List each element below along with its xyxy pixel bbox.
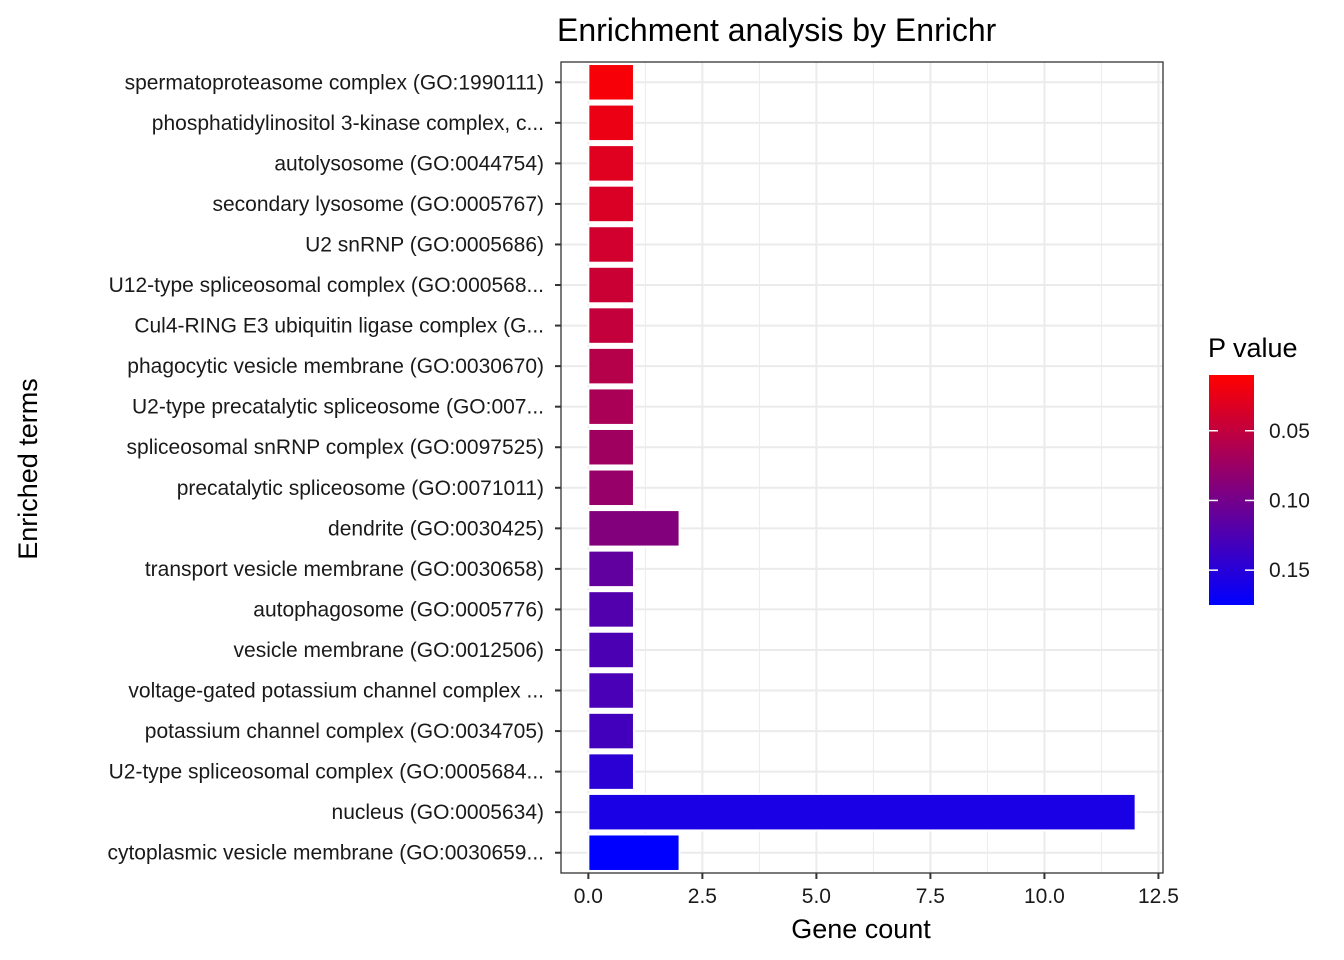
bar [587,306,635,345]
y-tick-label: autolysosome (GO:0044754) [274,152,544,175]
y-tick-label: phagocytic vesicle membrane (GO:0030670) [127,355,544,378]
bar [587,792,1137,832]
x-tick-label: 10.0 [1024,885,1065,908]
gridlines [561,62,1163,873]
x-tick-label: 7.5 [916,885,945,908]
y-tick-label: U2 snRNP (GO:0005686) [305,233,544,256]
y-tick-label: secondary lysosome (GO:0005767) [213,193,545,216]
bar [587,711,635,751]
y-axis: spermatoproteasome complex (GO:1990111) p… [107,71,561,865]
bar [587,346,635,386]
bar [587,630,635,670]
bar [587,63,635,102]
p-value-legend: P value 0.05 0.10 0.15 [1208,333,1310,605]
bar [587,265,635,305]
legend-title: P value [1208,333,1298,363]
y-tick-label: potassium channel complex (GO:0034705) [145,720,544,743]
panel-border [560,61,1164,874]
x-tick-label: 12.5 [1138,885,1179,908]
bar [587,103,635,143]
y-tick-label: U12-type spliceosomal complex (GO:000568… [109,274,544,297]
y-tick-label: voltage-gated potassium channel complex … [128,680,544,703]
legend-tick-label: 0.15 [1269,559,1310,582]
y-tick-label: nucleus (GO:0005634) [332,801,544,824]
x-axis-title: Gene count [791,914,931,944]
bars [587,63,1137,872]
bar [587,387,635,426]
bar [587,671,635,710]
legend-tick-label: 0.10 [1269,489,1310,512]
y-tick-label: spliceosomal snRNP complex (GO:0097525) [127,436,544,459]
y-tick-label: vesicle membrane (GO:0012506) [234,639,544,662]
bar [587,468,635,508]
x-axis: 0.0 2.5 5.0 7.5 10.0 12.5 [574,873,1179,908]
y-tick-label: transport vesicle membrane (GO:0030658) [145,558,544,581]
x-tick-label: 0.0 [574,885,603,908]
bar [587,752,635,791]
x-tick-label: 5.0 [802,885,831,908]
y-tick-label: Cul4-RING E3 ubiquitin ligase complex (G… [134,315,544,338]
bar [587,144,635,183]
bar [587,549,635,589]
bar [587,427,635,467]
chart-title: Enrichment analysis by Enrichr [557,12,997,48]
bar [587,509,681,548]
y-tick-label: U2-type spliceosomal complex (GO:0005684… [109,761,544,784]
legend-colorbar [1209,375,1254,605]
y-tick-label: cytoplasmic vesicle membrane (GO:0030659… [107,842,544,865]
x-tick-label: 2.5 [688,885,717,908]
bar [587,833,681,872]
y-tick-label: precatalytic spliceosome (GO:0071011) [177,477,544,500]
y-axis-title: Enriched terms [13,378,43,560]
y-tick-label: autophagosome (GO:0005776) [253,598,544,621]
bar [587,590,635,629]
y-tick-label: U2-type precatalytic spliceosome (GO:007… [132,396,544,419]
bar [587,184,635,224]
legend-tick-label: 0.05 [1269,420,1310,443]
y-tick-label: spermatoproteasome complex (GO:1990111) [125,71,544,94]
y-tick-label: dendrite (GO:0030425) [328,517,544,540]
y-tick-label: phosphatidylinositol 3-kinase complex, c… [152,112,544,135]
bar [587,225,635,264]
